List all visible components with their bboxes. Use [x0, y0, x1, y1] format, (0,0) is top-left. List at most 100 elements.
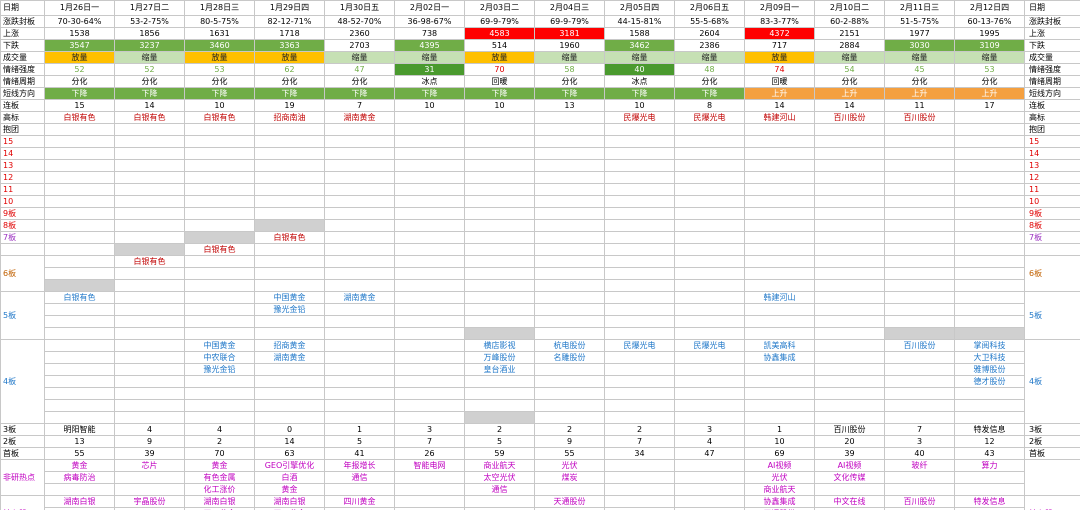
volume-cell: 放量 — [44, 51, 115, 64]
board-b3-cell: 3 — [394, 423, 465, 436]
table-row — [1, 267, 1080, 280]
board-cell — [44, 375, 115, 388]
board-cell — [534, 327, 605, 340]
board-cell — [324, 303, 395, 316]
board-b3-cell: 2 — [534, 423, 605, 436]
board-cell — [44, 147, 115, 160]
cycle-cell: 分化 — [884, 75, 955, 88]
board-cell — [44, 159, 115, 172]
board-cell — [464, 291, 535, 304]
date-cell: 2月03日二 — [464, 0, 535, 16]
table-row: 日期 1月26日一 1月27日二 1月28日三 1月29日四 1月30日五 2月02日一 2月… — [0, 0, 1080, 16]
board-cell — [114, 339, 185, 352]
table-row: 14 14 — [0, 147, 1080, 160]
group-cell — [464, 123, 535, 136]
board-cell — [954, 243, 1025, 256]
ratio-cell: 69-9-79% — [534, 15, 605, 28]
board-cell — [44, 255, 115, 268]
board-cell — [114, 375, 185, 388]
board-cell — [324, 147, 395, 160]
board-b5-label-right: 5板 — [1024, 291, 1080, 340]
volume-cell: 放量 — [254, 51, 325, 64]
date-cell: 1月28日三 — [184, 0, 255, 16]
volume-cell: 放量 — [744, 51, 815, 64]
board-cell — [954, 195, 1025, 208]
board-cell — [44, 339, 115, 352]
group-row-label: 抱团 — [0, 123, 45, 136]
board-cell — [954, 399, 1025, 412]
board-cell — [254, 159, 325, 172]
board-cell — [114, 291, 185, 304]
down-count-cell: 3462 — [604, 39, 675, 52]
board-cell — [744, 147, 815, 160]
down-count-cell: 2884 — [814, 39, 885, 52]
board-b15-row-label-right: 15 — [1024, 135, 1080, 148]
board-cell — [954, 159, 1025, 172]
board-cell — [184, 147, 255, 160]
hot-topic-cell — [324, 483, 395, 496]
table-row: 12 12 — [0, 171, 1080, 184]
direction-row-label: 短线方向 — [0, 87, 45, 100]
board-cell — [394, 411, 465, 424]
board-b2-cell: 20 — [814, 435, 885, 448]
board-cell — [534, 243, 605, 256]
board-cell — [324, 255, 395, 268]
first-board-cell: 43 — [954, 447, 1025, 460]
board-cell — [324, 219, 395, 232]
streak-cell: 10 — [604, 99, 675, 112]
sentiment-cell: 31 — [394, 63, 465, 76]
board-cell — [254, 183, 325, 196]
board-cell — [674, 159, 745, 172]
board-cell — [814, 255, 885, 268]
core-stock-cell: 湖南白银 — [44, 495, 115, 508]
board-cell — [604, 207, 675, 220]
board-cell — [534, 231, 605, 244]
hot-topic-cell — [674, 459, 745, 472]
streak-row-label-right: 连板 — [1024, 99, 1080, 112]
board-cell — [814, 243, 885, 256]
board-cell — [954, 207, 1025, 220]
board-cell — [464, 279, 535, 292]
board-cell: 凯美高科 — [744, 339, 815, 352]
hot-topic-cell: 太空光伏 — [464, 471, 535, 484]
board-cell — [744, 411, 815, 424]
board-cell — [884, 219, 955, 232]
sentiment-cell: 54 — [814, 63, 885, 76]
board-cell — [954, 171, 1025, 184]
first-board-cell: 55 — [534, 447, 605, 460]
board-cell — [44, 219, 115, 232]
board-cell — [44, 411, 115, 424]
table-row: 连板 15 14 10 19 7 10 10 13 10 8 14 14 11 17 连板 — [0, 99, 1080, 112]
group-cell — [324, 123, 395, 136]
board-cell — [464, 231, 535, 244]
hot-topic-cell — [674, 471, 745, 484]
volume-cell: 缩量 — [394, 51, 465, 64]
board-cell — [324, 135, 395, 148]
top-stock-cell: 白银有色 — [184, 111, 255, 124]
board-cell — [814, 339, 885, 352]
board-cell — [814, 279, 885, 292]
board-b3-cell: 1 — [324, 423, 395, 436]
date-cell: 2月09日一 — [744, 0, 815, 16]
board-cell — [604, 135, 675, 148]
board-cell: 大卫科技 — [954, 351, 1025, 364]
board-cell: 豫光金铅 — [254, 303, 325, 316]
board-b4-label: 4板 — [0, 339, 45, 424]
board-cell — [604, 387, 675, 400]
streak-row-label: 连板 — [0, 99, 45, 112]
board-cell — [464, 399, 535, 412]
board-cell — [324, 411, 395, 424]
table-row: 成交量 放量 缩量 放量 放量 缩量 缩量 放量 缩量 缩量 缩量 放量 缩量 缩量 缩量 成交量 — [0, 51, 1080, 64]
board-cell — [114, 363, 185, 376]
board-cell — [184, 327, 255, 340]
ratio-row-label-right: 涨跌封板 — [1024, 15, 1080, 28]
top-stock-cell — [534, 111, 605, 124]
board-cell — [744, 267, 815, 280]
up-count-cell: 1995 — [954, 27, 1025, 40]
board-cell — [604, 279, 675, 292]
board-cell — [674, 171, 745, 184]
first-board-cell: 39 — [814, 447, 885, 460]
streak-cell: 15 — [44, 99, 115, 112]
